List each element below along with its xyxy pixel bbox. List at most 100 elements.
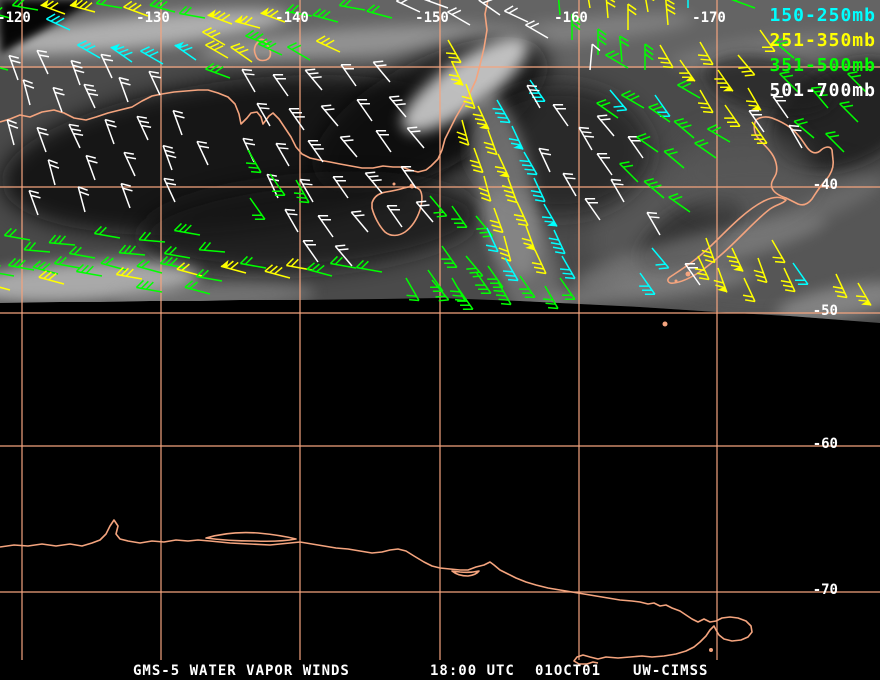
wind-barb (110, 43, 133, 63)
barb-shaft (559, 277, 576, 301)
antarctic-lagoon (451, 570, 480, 577)
caption-product-title: GMS-5 WATER VAPOR WINDS (133, 663, 350, 679)
barb-shaft (52, 86, 65, 113)
wind-barb-layer (0, 0, 872, 311)
wind-barb (847, 71, 867, 93)
wind-barb (779, 71, 799, 93)
barb-shaft (338, 0, 366, 11)
wind-barb (406, 126, 425, 149)
barb-shaft (643, 177, 665, 199)
wind-barb (648, 102, 671, 123)
wind-barb (163, 245, 191, 259)
barb-shaft (772, 95, 789, 119)
barb-shaft (508, 125, 524, 150)
barb-shaft (745, 87, 762, 111)
wind-barb (159, 255, 187, 269)
barb-shaft (645, 0, 655, 13)
wind-barb (475, 215, 494, 238)
barb-shaft (400, 165, 417, 189)
barb-shaft (120, 182, 133, 209)
wind-barb (605, 0, 616, 19)
barb-shaft (521, 225, 536, 251)
barb-shaft (372, 60, 391, 83)
small-island (662, 321, 668, 327)
coastline-layer (0, 0, 834, 665)
wind-barb (260, 7, 286, 23)
wind-barb (697, 89, 714, 114)
barb-shaft (205, 62, 231, 79)
barb-shaft (195, 268, 223, 282)
barb-shaft (651, 247, 670, 270)
wind-barb (38, 270, 65, 285)
wind-barb (173, 222, 201, 236)
barb-shaft (163, 177, 177, 203)
wind-barb (519, 275, 536, 299)
wind-barb (780, 267, 796, 293)
barb-shaft (759, 29, 776, 53)
wind-barb (832, 273, 848, 299)
barb-shaft (687, 0, 689, 8)
barb-shaft (504, 5, 529, 23)
wind-barb (456, 119, 470, 146)
barb-shaft (610, 178, 625, 203)
wind-barb (8, 54, 21, 81)
wind-barb (285, 3, 313, 17)
barb-shaft (0, 286, 11, 291)
wind-barb (149, 0, 176, 13)
barb-shaft (163, 245, 191, 259)
barb-shaft (350, 210, 369, 233)
barb-shaft (11, 0, 39, 11)
barb-shaft (272, 73, 289, 97)
longitude-label: -120 (0, 10, 31, 26)
wind-barb (759, 29, 776, 53)
barb-shaft (589, 43, 601, 71)
barb-shaft (489, 207, 504, 234)
barb-shaft (621, 90, 645, 109)
barb-shaft (77, 40, 101, 59)
barb-shaft (478, 175, 492, 202)
wind-barb (825, 131, 845, 153)
wind-barb (0, 67, 9, 71)
wind-barb (136, 115, 152, 141)
wind-barb (447, 7, 471, 26)
wind-barb (138, 231, 166, 243)
barb-shaft (332, 175, 349, 199)
barb-shaft (356, 98, 373, 122)
wind-barb (724, 104, 741, 128)
barb-shaft (118, 244, 146, 256)
barb-shaft (123, 151, 137, 177)
wind-barb (694, 255, 710, 281)
barb-shaft (104, 118, 117, 145)
wind-barb (284, 208, 299, 233)
wind-barb (701, 237, 716, 264)
wind-barb (256, 102, 271, 127)
longitude-label: -160 (554, 10, 588, 26)
barb-shaft (538, 147, 552, 173)
legend-item-351-500mb: 351-500mb (769, 55, 876, 76)
wind-barb (526, 84, 541, 109)
barb-shaft (825, 131, 845, 153)
wind-barb (639, 272, 656, 296)
wind-barb (571, 13, 581, 40)
barb-shaft (584, 197, 601, 221)
barb-shaft (198, 241, 226, 253)
wind-barb (538, 147, 552, 173)
barb-shaft (636, 132, 659, 153)
barb-shaft (184, 280, 211, 295)
wind-barb (855, 282, 872, 306)
wind-barb (202, 27, 226, 46)
legend-item-501-700mb: 501-700mb (769, 80, 876, 101)
barb-shaft (196, 140, 210, 166)
barb-shaft (493, 281, 512, 306)
barb-shaft (724, 104, 741, 128)
barb-shaft (742, 277, 756, 303)
longitude-label: -140 (275, 10, 309, 26)
wind-barb (312, 8, 339, 23)
wind-barb (663, 147, 685, 169)
wind-barb (332, 175, 349, 199)
barb-flag (110, 43, 121, 51)
barb-shaft (542, 285, 559, 310)
wind-barb (100, 53, 114, 79)
barb-shaft (646, 211, 661, 236)
